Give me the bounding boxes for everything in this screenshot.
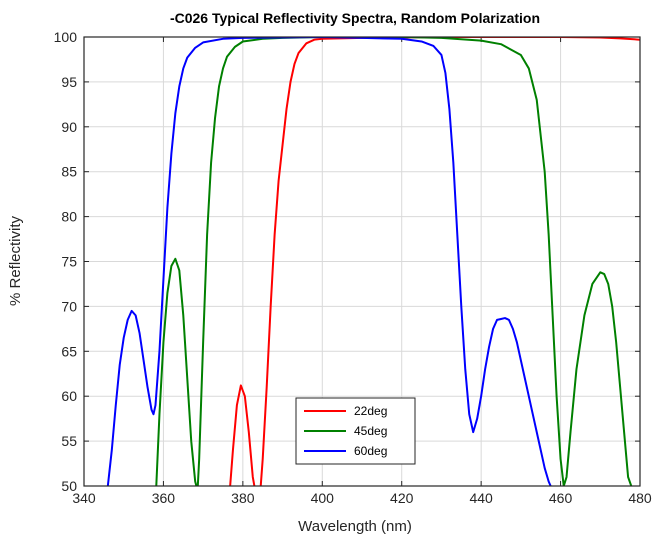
chart-title: -C026 Typical Reflectivity Spectra, Rand… xyxy=(170,10,540,26)
y-tick-label: 70 xyxy=(61,298,77,314)
legend: 22deg 45deg 60deg xyxy=(295,397,416,465)
y-tick-label: 75 xyxy=(61,254,77,270)
grid-lines xyxy=(84,37,640,486)
y-tick-label: 90 xyxy=(61,119,77,135)
series-line-22deg xyxy=(229,37,640,486)
plot-area-frame xyxy=(83,36,641,487)
y-tick-label: 50 xyxy=(61,478,77,494)
x-tick-label: 380 xyxy=(231,490,255,506)
legend-label-22deg: 22deg xyxy=(354,404,387,418)
x-tick-label: 360 xyxy=(152,490,176,506)
legend-label-45deg: 45deg xyxy=(354,424,387,438)
x-tick-label: 460 xyxy=(549,490,573,506)
y-tick-label: 60 xyxy=(61,388,77,404)
y-tick-label: 95 xyxy=(61,74,77,90)
y-tick-label: 65 xyxy=(61,343,77,359)
y-tick-label: 85 xyxy=(61,164,77,180)
x-axis-label: Wavelength (nm) xyxy=(298,518,412,535)
y-tick-label: 100 xyxy=(54,29,78,45)
tick-labels: 340 360 380 400 420 440 460 480 50 55 60 65 70 75 80 85… xyxy=(54,29,652,506)
x-tick-label: 440 xyxy=(469,490,493,506)
x-tick-label: 480 xyxy=(628,490,652,506)
x-tick-label: 420 xyxy=(390,490,414,506)
y-tick-label: 55 xyxy=(61,433,77,449)
y-axis-label: % Reflectivity xyxy=(7,215,24,306)
series-line-60deg xyxy=(106,37,552,486)
x-tick-label: 340 xyxy=(72,490,96,506)
legend-label-60deg: 60deg xyxy=(354,444,387,458)
x-tick-label: 400 xyxy=(311,490,335,506)
y-tick-label: 80 xyxy=(61,209,77,225)
